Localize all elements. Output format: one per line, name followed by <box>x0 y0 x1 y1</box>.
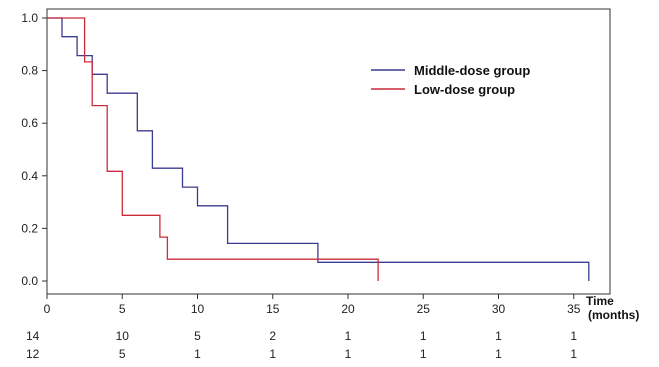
risk-table-cell: 10 <box>116 329 130 343</box>
risk-table-cell: 1 <box>345 347 352 361</box>
risk-table-cell: 12 <box>26 347 40 361</box>
risk-table-cell: 1 <box>495 329 502 343</box>
y-tick-label: 0.2 <box>21 221 38 235</box>
series-line-low-dose <box>47 17 379 281</box>
risk-table-cell: 1 <box>495 347 502 361</box>
y-axis: 0.0 0.2 0.4 0.6 0.8 1.0 <box>21 11 47 288</box>
x-axis-title-line1: Time <box>586 294 614 308</box>
x-axis: 0 5 10 15 20 25 30 35 <box>44 294 581 316</box>
series-line-middle-dose <box>47 17 590 281</box>
plot-frame <box>46 8 611 295</box>
y-tick-label: 1.0 <box>21 11 38 25</box>
number-at-risk-table: 14 10 5 2 1 1 1 1 12 5 1 1 1 1 1 1 <box>26 329 577 361</box>
risk-table-cell: 1 <box>570 347 577 361</box>
x-tick-label: 15 <box>266 302 280 316</box>
x-axis-title-line2: (months) <box>588 308 639 322</box>
y-tick-label: 0.4 <box>21 169 38 183</box>
x-tick-label: 5 <box>119 302 126 316</box>
y-tick-label: 0.8 <box>21 64 38 78</box>
y-tick-label: 0.6 <box>21 116 38 130</box>
x-tick-label: 0 <box>44 302 51 316</box>
y-tick-label: 0.0 <box>21 274 38 288</box>
risk-table-cell: 1 <box>345 329 352 343</box>
risk-table-cell: 1 <box>570 329 577 343</box>
risk-table-cell: 2 <box>269 329 276 343</box>
risk-table-cell: 5 <box>194 329 201 343</box>
x-tick-label: 20 <box>341 302 355 316</box>
x-tick-label: 25 <box>417 302 431 316</box>
legend-label-middle-dose: Middle-dose group <box>414 63 530 78</box>
x-tick-label: 10 <box>191 302 205 316</box>
risk-table-cell: 14 <box>26 329 40 343</box>
risk-table-cell: 1 <box>269 347 276 361</box>
legend: Middle-dose group Low-dose group <box>371 63 530 97</box>
risk-table-cell: 1 <box>420 329 427 343</box>
series-lines <box>47 17 590 281</box>
risk-table-cell: 1 <box>420 347 427 361</box>
x-tick-label: 35 <box>567 302 581 316</box>
risk-table-cell: 1 <box>194 347 201 361</box>
legend-label-low-dose: Low-dose group <box>414 82 515 97</box>
x-tick-label: 30 <box>492 302 506 316</box>
risk-table-cell: 5 <box>119 347 126 361</box>
